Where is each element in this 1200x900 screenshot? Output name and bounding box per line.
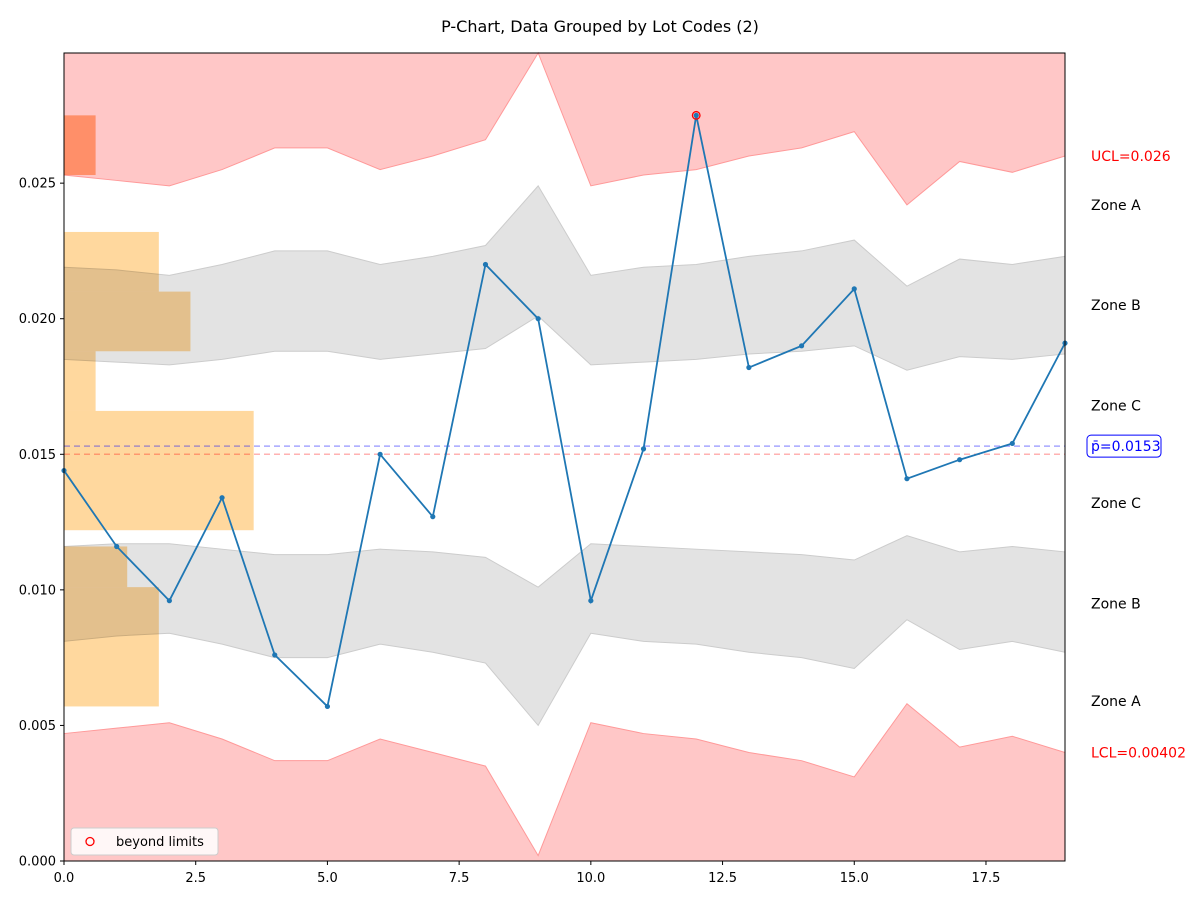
y-tick-label: 0.005 — [19, 719, 56, 734]
side-label: LCL=0.00402 — [1091, 746, 1186, 762]
x-tick-label: 17.5 — [971, 871, 1000, 886]
y-tick-label: 0.000 — [19, 855, 56, 870]
side-labels: UCL=0.026 Zone A Zone B Zone C p̄=0.0153 Zone… — [1086, 149, 1186, 762]
data-point — [957, 457, 963, 463]
side-label: Zone A — [1091, 694, 1141, 710]
side-label: Zone C — [1091, 398, 1141, 414]
x-tick-label: 12.5 — [708, 871, 737, 886]
y-tick-label: 0.025 — [19, 177, 56, 192]
data-point — [166, 598, 172, 604]
beyond-limits-point — [691, 110, 701, 120]
side-label: Zone B — [1091, 596, 1141, 612]
histogram-bar — [64, 115, 96, 176]
x-tick-label: 15.0 — [840, 871, 869, 886]
data-point — [746, 364, 752, 371]
side-label: p̄=0.0153 — [1091, 439, 1161, 455]
lower-zone-b-band — [63, 535, 1066, 727]
data-point — [851, 286, 857, 292]
side-label: Zone B — [1091, 298, 1141, 314]
histogram-bar — [64, 410, 254, 531]
side-label: UCL=0.026 — [1091, 149, 1171, 165]
y-tick-label: 0.015 — [19, 448, 56, 463]
data-point — [377, 451, 383, 457]
plot-frame — [63, 52, 1066, 862]
side-label: Zone C — [1091, 496, 1141, 512]
legend-box — [70, 827, 219, 856]
data-point — [430, 514, 436, 520]
histogram-bar — [64, 291, 191, 352]
data-point — [798, 343, 805, 349]
x-tick-label: 0.0 — [54, 871, 75, 886]
data-point — [324, 703, 331, 710]
x-tick-label: 10.0 — [576, 871, 605, 886]
x-tick-label: 7.5 — [449, 871, 470, 886]
center-value-box — [1086, 434, 1162, 458]
histogram-bar — [64, 351, 96, 411]
y-tick-label: 0.010 — [19, 583, 56, 598]
control-zone-fills — [63, 51, 1066, 862]
data-series — [61, 110, 1068, 710]
chart-title: P-Chart, Data Grouped by Lot Codes (2) — [441, 17, 759, 36]
beyond-limits-legend-icon — [85, 836, 95, 847]
histogram-bar — [64, 587, 159, 707]
data-point — [640, 446, 647, 452]
data-point — [114, 543, 120, 550]
data-point — [904, 476, 910, 482]
upper-zone-b-band — [63, 185, 1066, 371]
legend-label: beyond limits — [116, 835, 204, 850]
side-label: Zone A — [1091, 198, 1141, 214]
data-point — [1009, 440, 1015, 447]
histogram-bar — [64, 231, 159, 292]
data-point — [219, 495, 225, 501]
x-tick-label: 2.5 — [185, 871, 206, 886]
histogram-bars — [64, 115, 254, 707]
histogram-bar — [64, 546, 128, 588]
beyond-ucl-region — [63, 51, 1066, 206]
x-tick-label: 5.0 — [317, 871, 338, 886]
legend: beyond limits — [70, 827, 219, 856]
proportion-line — [63, 115, 1066, 709]
y-tick-label: 0.020 — [19, 312, 56, 327]
axes: 0.0 2.5 5.0 7.5 10.0 12.5 15.0 17.5 0.000 0.005 0.… — [19, 52, 1066, 886]
data-point — [693, 112, 699, 118]
data-point — [482, 261, 489, 268]
data-point — [588, 598, 594, 604]
data-point — [535, 316, 541, 322]
data-point — [272, 652, 278, 658]
